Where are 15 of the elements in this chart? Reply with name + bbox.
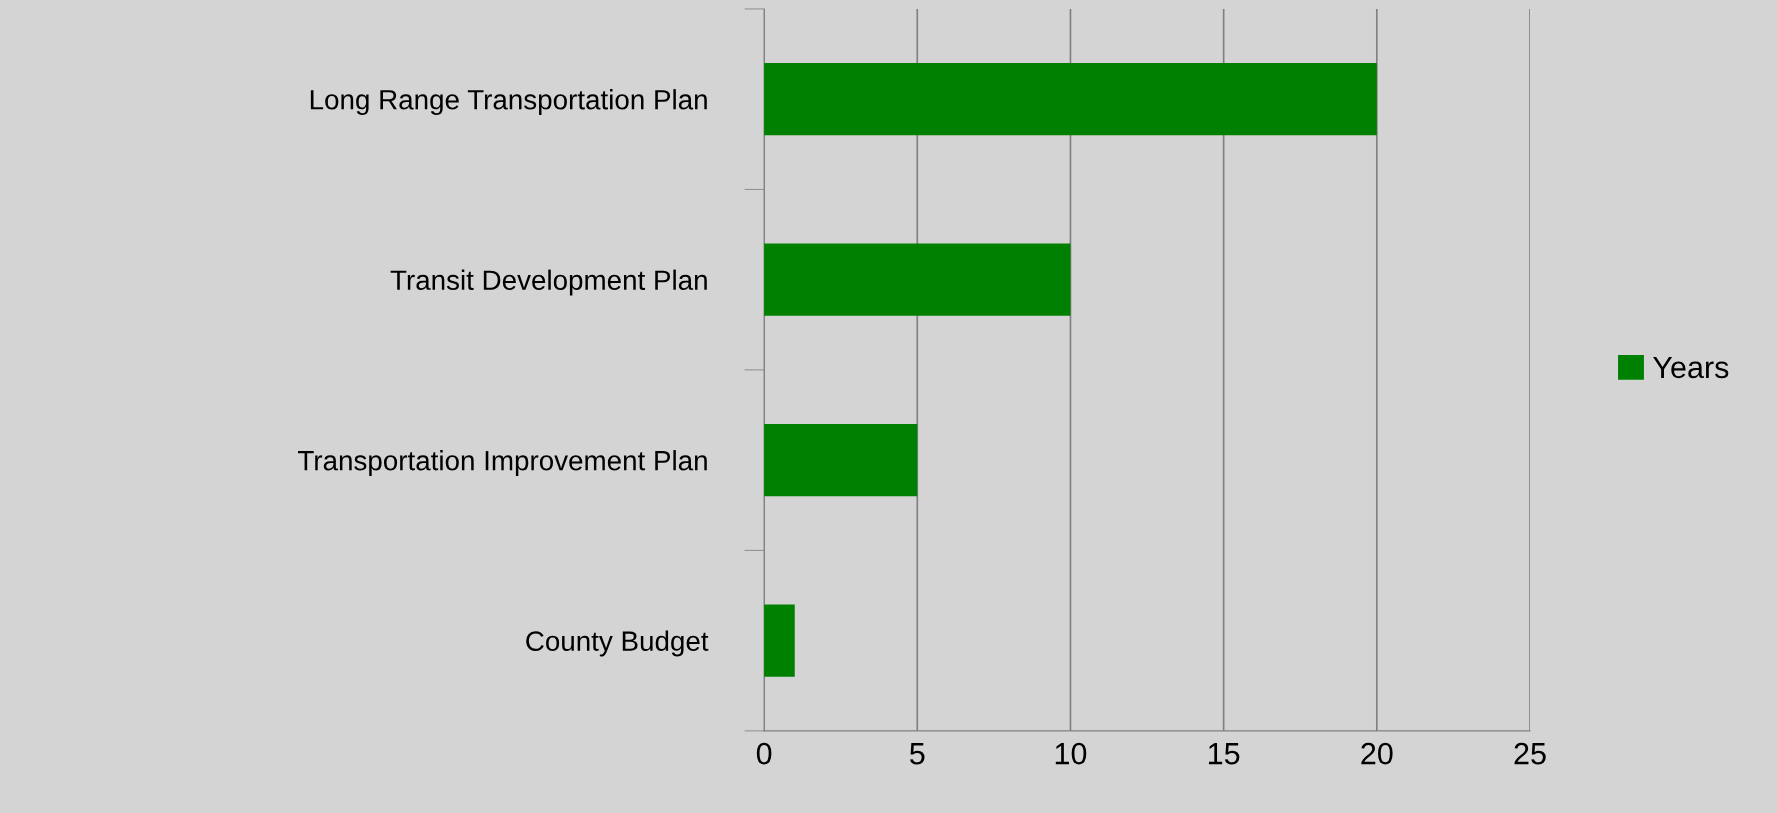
bar [764,63,1377,136]
x-tick-label: 10 [1055,742,1087,765]
y-tick-label: Transit Development Plan [390,269,707,296]
bar [764,243,1071,316]
bar [764,604,795,677]
x-tick-label: 0 [756,742,772,765]
x-tick-label: 15 [1208,743,1240,765]
y-tick-label: Long Range Transportation Plan [310,89,707,116]
x-tick-label: 25 [1514,742,1546,765]
legend-label: Years [1653,356,1729,379]
bar [764,424,918,497]
x-tick-label: 5 [910,743,925,765]
y-tick-label: County Budget [526,630,709,657]
y-tick-label: Transportation Improvement Plan [298,450,707,476]
x-tick-label: 20 [1361,742,1393,765]
